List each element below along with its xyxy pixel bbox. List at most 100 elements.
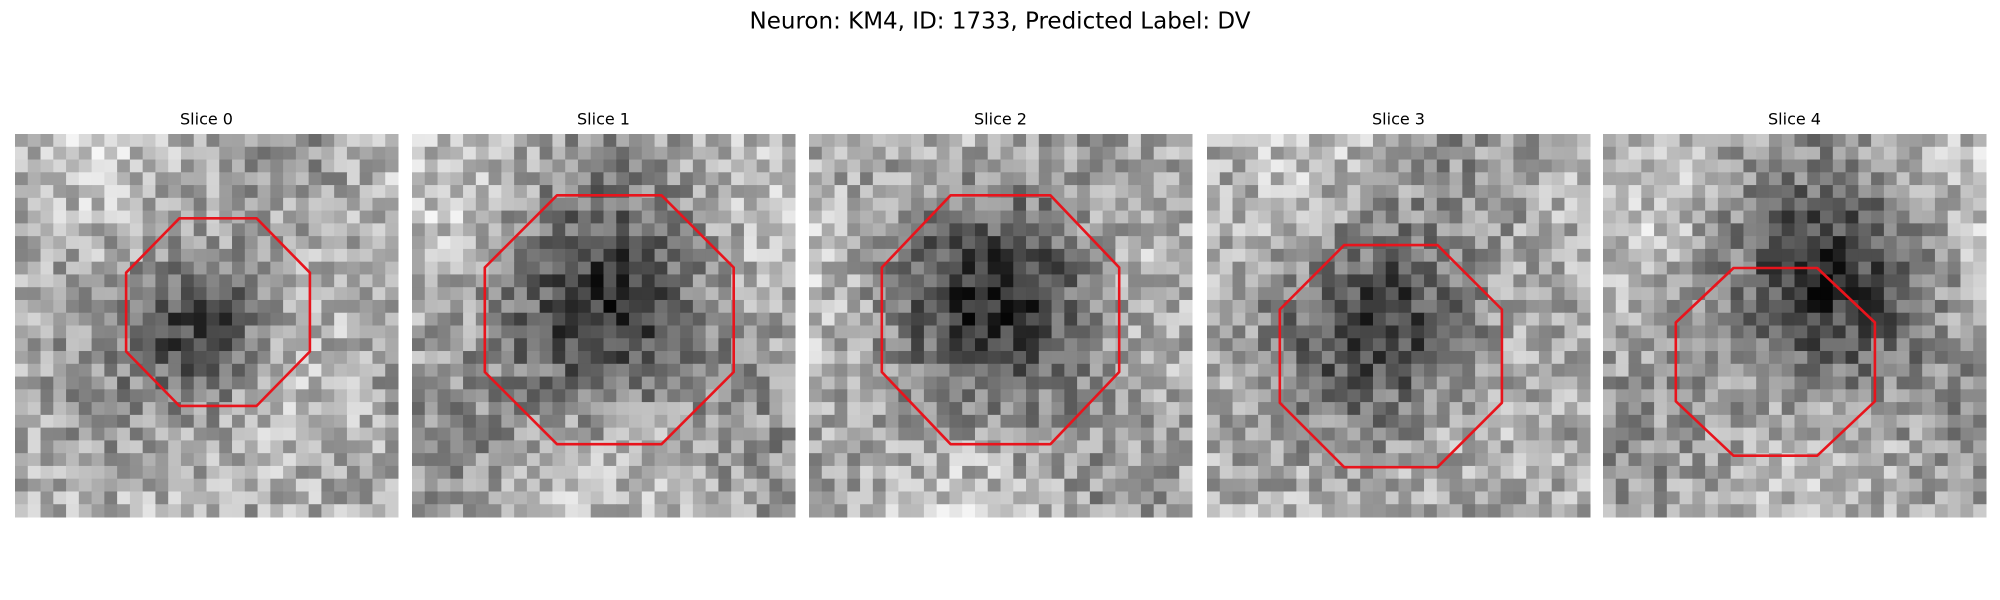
pixel bbox=[412, 236, 426, 250]
pixel bbox=[412, 363, 426, 378]
pixel bbox=[1296, 159, 1310, 173]
pixel bbox=[1615, 440, 1630, 454]
pixel bbox=[27, 414, 42, 429]
pixel bbox=[1538, 453, 1553, 467]
pixel bbox=[936, 248, 950, 263]
pixel bbox=[1768, 134, 1783, 148]
pixel bbox=[334, 414, 348, 429]
pixel bbox=[270, 134, 284, 148]
pixel bbox=[1883, 402, 1898, 416]
pixel bbox=[1385, 236, 1399, 250]
pixel bbox=[860, 134, 874, 148]
pixel bbox=[616, 453, 630, 467]
pixel bbox=[898, 491, 912, 505]
pixel bbox=[577, 197, 592, 212]
pixel bbox=[769, 478, 783, 492]
pixel bbox=[936, 274, 950, 288]
pixel bbox=[911, 453, 925, 467]
pixel bbox=[1666, 325, 1681, 339]
pixel bbox=[1475, 325, 1489, 339]
pixel bbox=[372, 223, 386, 237]
pixel bbox=[424, 146, 439, 161]
pixel bbox=[654, 236, 668, 250]
pixel bbox=[705, 248, 719, 263]
pixel bbox=[731, 185, 745, 199]
pixel bbox=[437, 402, 451, 416]
pixel bbox=[718, 223, 732, 237]
pixel bbox=[1654, 504, 1668, 518]
pixel bbox=[1909, 402, 1923, 416]
pixel bbox=[270, 261, 284, 275]
pixel bbox=[1654, 299, 1668, 314]
pixel bbox=[1756, 465, 1770, 480]
pixel bbox=[885, 478, 899, 492]
pixel bbox=[1153, 453, 1167, 467]
pixel bbox=[501, 402, 515, 416]
pixel bbox=[949, 504, 963, 518]
pixel bbox=[1179, 440, 1193, 454]
pixel bbox=[1449, 274, 1463, 288]
pixel bbox=[1398, 236, 1412, 250]
pixel bbox=[987, 491, 1001, 505]
pixel bbox=[860, 453, 874, 467]
pixel bbox=[1296, 338, 1310, 352]
pixel bbox=[1475, 440, 1489, 454]
pixel bbox=[1270, 325, 1285, 339]
pixel bbox=[974, 389, 989, 403]
pixel bbox=[27, 363, 42, 378]
pixel bbox=[809, 159, 823, 173]
pixel bbox=[244, 338, 259, 352]
pixel bbox=[1705, 376, 1719, 390]
pixel bbox=[1871, 427, 1885, 441]
pixel bbox=[1692, 223, 1706, 237]
pixel bbox=[603, 197, 617, 212]
pixel bbox=[1794, 325, 1808, 339]
pixel bbox=[1179, 325, 1193, 339]
pixel bbox=[450, 236, 464, 250]
pixel bbox=[359, 478, 373, 492]
pixel bbox=[1654, 236, 1668, 250]
pixel bbox=[1051, 504, 1065, 518]
pixel bbox=[1551, 197, 1565, 212]
pixel bbox=[1089, 402, 1104, 416]
pixel bbox=[1077, 299, 1091, 314]
pixel bbox=[936, 312, 950, 326]
pixel bbox=[539, 414, 553, 429]
pixel bbox=[206, 440, 220, 454]
pixel bbox=[552, 504, 566, 518]
pixel bbox=[1603, 159, 1617, 173]
pixel bbox=[705, 427, 719, 441]
pixel bbox=[385, 478, 399, 492]
pixel bbox=[756, 376, 770, 390]
pixel bbox=[15, 363, 29, 378]
pixel bbox=[692, 134, 707, 148]
pixel bbox=[1245, 414, 1259, 429]
pixel bbox=[155, 440, 169, 454]
pixel bbox=[359, 402, 373, 416]
pixel bbox=[1705, 248, 1719, 263]
pixel bbox=[872, 351, 887, 365]
pixel bbox=[1832, 376, 1847, 390]
pixel bbox=[1038, 236, 1053, 250]
pixel bbox=[898, 338, 912, 352]
pixel bbox=[1166, 402, 1180, 416]
pixel bbox=[1321, 312, 1336, 326]
pixel bbox=[654, 491, 668, 505]
pixel bbox=[1064, 287, 1078, 301]
pixel bbox=[308, 427, 322, 441]
pixel bbox=[1768, 465, 1783, 480]
pixel bbox=[809, 376, 823, 390]
pixel bbox=[334, 197, 348, 212]
pixel bbox=[821, 274, 836, 288]
pixel bbox=[1140, 197, 1155, 212]
pixel bbox=[1641, 453, 1655, 467]
pixel bbox=[1934, 159, 1949, 173]
pixel bbox=[936, 325, 950, 339]
pixel bbox=[1922, 197, 1936, 212]
pixel bbox=[1871, 287, 1885, 301]
pixel bbox=[321, 287, 335, 301]
pixel bbox=[1526, 389, 1540, 403]
pixel bbox=[1922, 363, 1936, 378]
pixel bbox=[514, 134, 528, 148]
pixel bbox=[629, 376, 643, 390]
